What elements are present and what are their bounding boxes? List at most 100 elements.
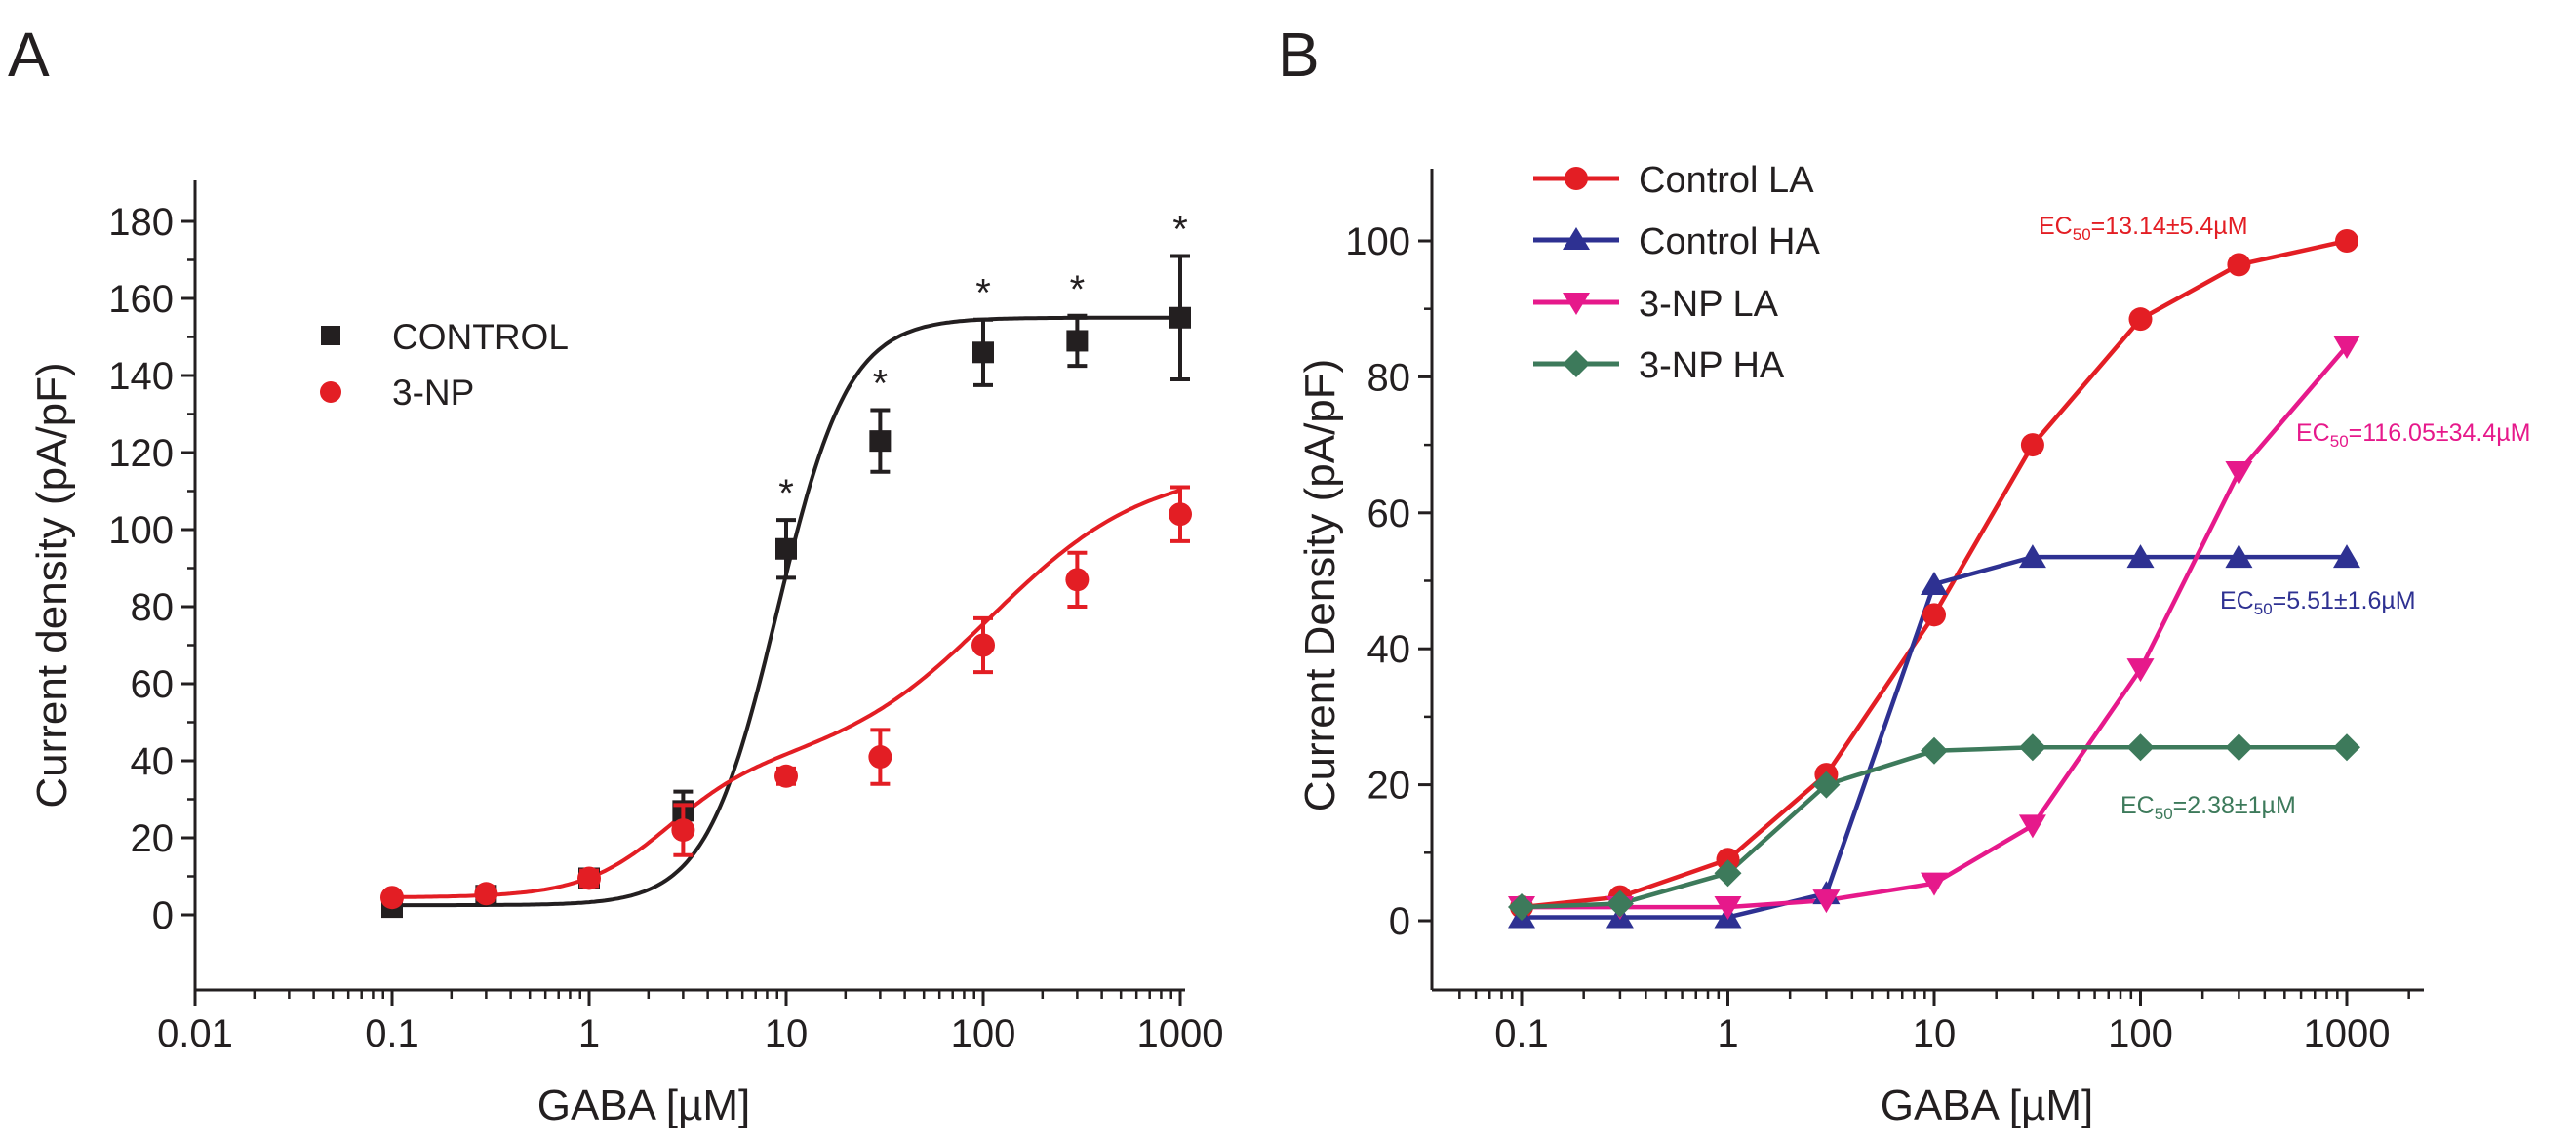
data-point-control [1066,330,1089,352]
panel-a-y-tick-label: 120 [108,432,174,475]
data-point-3np [577,866,601,890]
data-point-3np [671,818,695,843]
data-point-control-la [2227,253,2251,277]
ec50-label-3np-la: EC50=116.05±34.4µM [2296,419,2530,451]
panel-a-y-axis-label: Current density (pA/pF) [28,362,76,808]
panel-b-legend: Control LA Control HA 3-NP LA 3-NP HA [1533,160,1820,386]
data-point-3np [380,886,404,910]
data-point-3np-ha [1812,771,1841,799]
panel-a-y-tick-label: 20 [131,817,175,860]
data-point-3np-la [2225,460,2253,485]
data-point-3np-ha [1921,736,1948,765]
panel-a-y-tick-label: 140 [108,355,174,398]
data-point-3np-ha [2126,733,2155,762]
legend-marker-3np-la [1563,293,1590,315]
data-point-control-ha [2333,544,2360,569]
ec50-control-ha-value: =5.51±1.6µM [2273,587,2416,614]
ec50-3np-la-value: =116.05±34.4µM [2349,419,2531,447]
panel-b-y-tick-label: 100 [1345,220,1410,263]
data-point-3np-ha [2018,733,2046,762]
panel-b-x-tick-label: 10 [1913,1012,1957,1055]
panel-a-x-tick-label: 0.1 [365,1012,419,1055]
data-point-3np-ha [1605,889,1634,918]
ec50-control-la-value: =13.14±5.4µM [2091,213,2248,240]
data-point-3np [971,633,995,657]
panel-a-x-tick-label: 1000 [1137,1012,1224,1055]
panel-b-y-tick-label: 80 [1367,356,1411,399]
data-point-control-ha [2018,544,2046,569]
data-point-control-la [2128,307,2153,332]
panel-a-x-tick-label: 1 [578,1012,600,1055]
panel-b-x-tick-label: 0.1 [1494,1012,1549,1055]
panel-b-y-tick-label: 40 [1367,628,1411,671]
panel-b-axes: 0 20 40 60 80 100 0.1 1 10 100 1000 [1345,169,2424,1055]
panel-a-x-tick-label: 0.01 [157,1012,233,1055]
data-point-control-la [1922,603,1946,627]
panel-b-markers [1508,229,2360,929]
data-point-3np-ha [2333,733,2360,762]
panel-b-x-tick-label: 1 [1717,1012,1738,1055]
legend-marker-3np-ha [1563,350,1590,377]
panel-a-marks: * * * * * [380,209,1192,919]
legend-label-3np: 3-NP [392,373,474,413]
ec50-3np-la-sub: 50 [2330,432,2349,451]
data-point-3np [1169,502,1192,527]
data-point-3np-la [2126,658,2155,683]
significance-asterisk: * [1070,268,1086,311]
data-point-control-la [2335,229,2358,253]
ec50-label-control-la: EC50=13.14±5.4µM [2039,213,2248,244]
panel-b: B 0 20 40 60 80 100 0.1 1 10 100 1000 Control LA C… [1278,20,2530,1129]
legend-marker-control-ha [1563,227,1590,250]
data-point-3np-la [1812,889,1841,914]
panel-a-y-tick-label: 40 [131,740,175,783]
panel-a-y-tick-label: 160 [108,278,174,321]
panel-a-legend: CONTROL 3-NP [320,317,569,413]
data-point-3np-ha [1714,859,1742,888]
data-point-3np-ha [2225,733,2253,762]
data-point-3np-la [1921,872,1948,896]
panel-b-y-tick-label: 60 [1367,493,1411,535]
data-point-3np-la [2333,336,2360,360]
data-point-3np [1065,568,1090,592]
panel-b-y-tick-label: 0 [1389,900,1410,943]
ec50-control-ha-prefix: EC [2220,587,2254,614]
legend-label-control: CONTROL [392,317,569,357]
panel-a-x-tick-label: 10 [765,1012,809,1055]
legend-marker-control [321,326,340,345]
panel-a-y-tick-label: 80 [131,586,175,629]
significance-asterisk: * [975,272,991,315]
legend-label-control-ha: Control HA [1639,221,1820,262]
data-point-control [972,341,994,364]
legend-marker-3np [320,381,341,403]
panel-a-x-axis-label: GABA [µM] [537,1082,751,1129]
panel-b-x-axis-label: GABA [µM] [1881,1082,2094,1129]
ec50-3np-la-prefix: EC [2296,419,2330,447]
data-point-3np-ha [1508,893,1535,922]
panel-b-x-tick-label: 1000 [2304,1012,2391,1055]
legend-label-control-la: Control LA [1639,160,1814,201]
panel-a-y-tick-label: 60 [131,663,175,706]
legend-label-3np-la: 3-NP LA [1639,284,1779,325]
data-point-control [1169,306,1191,329]
data-point-control-ha [1921,571,1948,595]
panel-b-y-tick-label: 20 [1367,765,1411,808]
panel-a-fit-curves [392,315,1181,908]
data-point-control [775,537,797,560]
significance-asterisk: * [873,363,889,406]
legend-marker-control-la [1565,167,1588,190]
significance-asterisk: * [1172,209,1188,252]
ec50-control-la-sub: 50 [2073,225,2091,244]
ec50-label-3np-ha: EC50=2.38±1µM [2120,792,2296,823]
panel-b-letter: B [1278,20,1320,90]
panel-a: A 0 20 40 60 80 100 120 140 160 180 0.01 0.1 1 10 100 1… [8,20,1223,1129]
legend-label-3np-ha: 3-NP HA [1639,345,1785,386]
ec50-3np-ha-value: =2.38±1µM [2173,792,2296,819]
ec50-label-control-ha: EC50=5.51±1.6µM [2220,587,2416,618]
fit-curve-control [392,315,1180,908]
data-point-control [869,430,892,453]
data-point-3np [868,745,892,770]
significance-asterisk: * [778,472,794,515]
panel-b-y-axis-label: Current Density (pA/pF) [1296,359,1344,812]
data-point-3np [474,882,498,906]
